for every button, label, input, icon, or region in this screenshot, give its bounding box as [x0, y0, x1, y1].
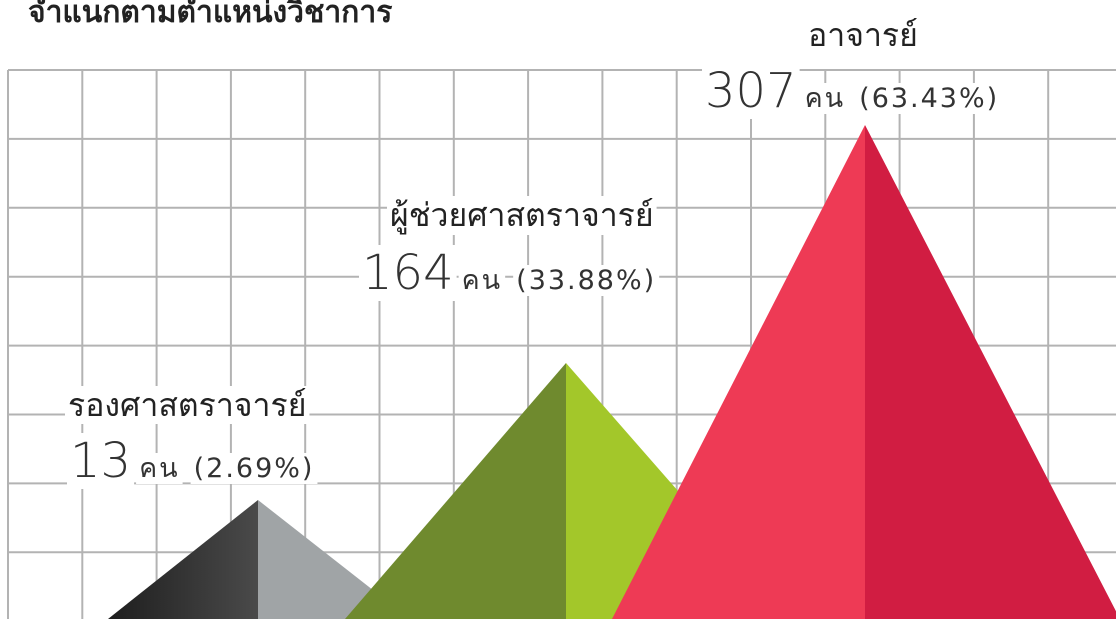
label-background: [856, 83, 1003, 114]
label-background: [190, 453, 318, 484]
label-background: [136, 453, 183, 484]
label-background: [458, 265, 506, 296]
position-name: ผู้ช่วยศาสตราจารย์: [390, 196, 654, 235]
position-name: รองศาสตราจารย์: [68, 386, 306, 424]
labels: รองศาสตราจารย์ 13 คน (2.69%) ผู้ช่วยศาสตราจา…: [65, 16, 1003, 489]
unit: คน: [462, 265, 503, 296]
count: 13: [70, 433, 131, 489]
unit: คน: [805, 83, 846, 114]
label-background: [387, 196, 657, 235]
share: (63.43%): [859, 83, 999, 114]
label-background: [67, 433, 135, 489]
label-background: [65, 386, 310, 424]
count: 164: [362, 245, 454, 301]
label-background: [801, 83, 849, 114]
label-background: [359, 245, 457, 301]
share: (2.69%): [194, 453, 315, 484]
share: (33.88%): [516, 265, 656, 296]
unit: คน: [139, 453, 180, 484]
title: จำแนกตามตำแหน่งวิชาการ: [28, 0, 392, 30]
label-background: [805, 16, 921, 54]
label-background: [702, 63, 800, 119]
position-name: อาจารย์: [808, 16, 918, 54]
label-background: [513, 265, 660, 296]
red-pyramid: [612, 125, 1116, 619]
count: 307: [705, 63, 797, 119]
